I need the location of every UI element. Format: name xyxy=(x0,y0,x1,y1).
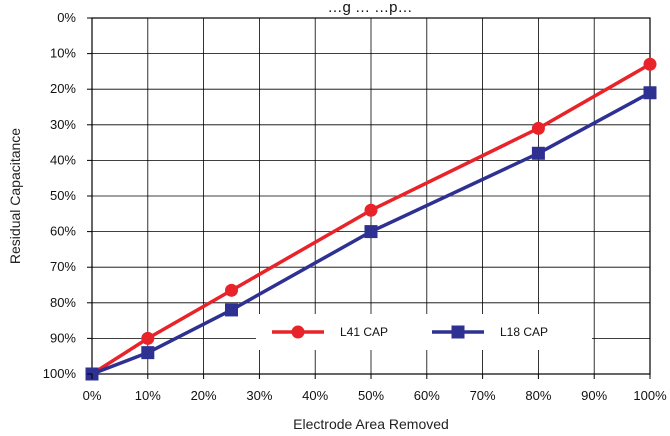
y-tick-label: 50% xyxy=(50,188,76,203)
x-tick-label: 0% xyxy=(83,388,102,403)
x-axis-label: Electrode Area Removed xyxy=(293,416,449,432)
x-tick-label: 100% xyxy=(633,388,667,403)
legend-marker-l41-cap xyxy=(291,325,305,339)
data-point-l41-cap xyxy=(225,283,238,297)
data-point-l41-cap xyxy=(141,331,155,345)
x-tick-label: 90% xyxy=(581,388,607,403)
data-point-l41-cap xyxy=(364,203,378,217)
data-point-l18-cap xyxy=(643,86,657,100)
x-tick-label: 70% xyxy=(470,388,496,403)
x-tick-label: 50% xyxy=(358,388,384,403)
y-tick-label: 30% xyxy=(50,117,76,132)
y-tick-label: 100% xyxy=(43,366,77,381)
y-tick-label: 80% xyxy=(50,295,76,310)
data-point-l18-cap xyxy=(141,346,155,360)
y-tick-label: 20% xyxy=(50,81,76,96)
y-tick-label: 70% xyxy=(50,259,76,274)
x-tick-label: 40% xyxy=(302,388,328,403)
data-point-l18-cap xyxy=(225,303,238,317)
y-tick-label: 90% xyxy=(50,330,76,345)
series-layer xyxy=(85,57,657,381)
series-line-l18-cap xyxy=(91,91,651,376)
x-tick-label: 20% xyxy=(191,388,217,403)
legend-items: L41 CAP L18 CAP xyxy=(272,325,548,339)
y-tick-label: 40% xyxy=(50,152,76,167)
y-tick-label: 60% xyxy=(50,224,76,239)
data-point-l41-cap xyxy=(531,121,545,135)
x-tick-labels: 0% 10% 20% 30% 40% 50% 60% 70% 80% 90% 100% xyxy=(83,374,667,403)
x-tick-label: 10% xyxy=(135,388,161,403)
chart-title: …g … …p… xyxy=(327,0,412,16)
legend-label-l41-cap: L41 CAP xyxy=(340,325,388,339)
legend: L41 CAP L18 CAP xyxy=(256,314,592,350)
legend-marker-l18-cap xyxy=(451,325,465,339)
x-tick-label: 30% xyxy=(246,388,272,403)
y-tick-label: 0% xyxy=(57,10,76,25)
y-tick-labels: 0% 10% 20% 30% 40% 50% 60% 70% 80% 90% 100% xyxy=(43,10,92,381)
x-tick-label: 80% xyxy=(525,388,551,403)
data-point-l18-cap xyxy=(531,146,545,160)
data-point-l41-cap xyxy=(643,57,657,71)
legend-label-l18-cap: L18 CAP xyxy=(500,325,548,339)
data-point-l18-cap xyxy=(364,225,378,239)
y-axis-label: Residual Capacitance xyxy=(7,128,23,264)
series-line-l41-cap xyxy=(91,62,651,376)
x-tick-label: 60% xyxy=(414,388,440,403)
y-tick-label: 10% xyxy=(50,46,76,61)
